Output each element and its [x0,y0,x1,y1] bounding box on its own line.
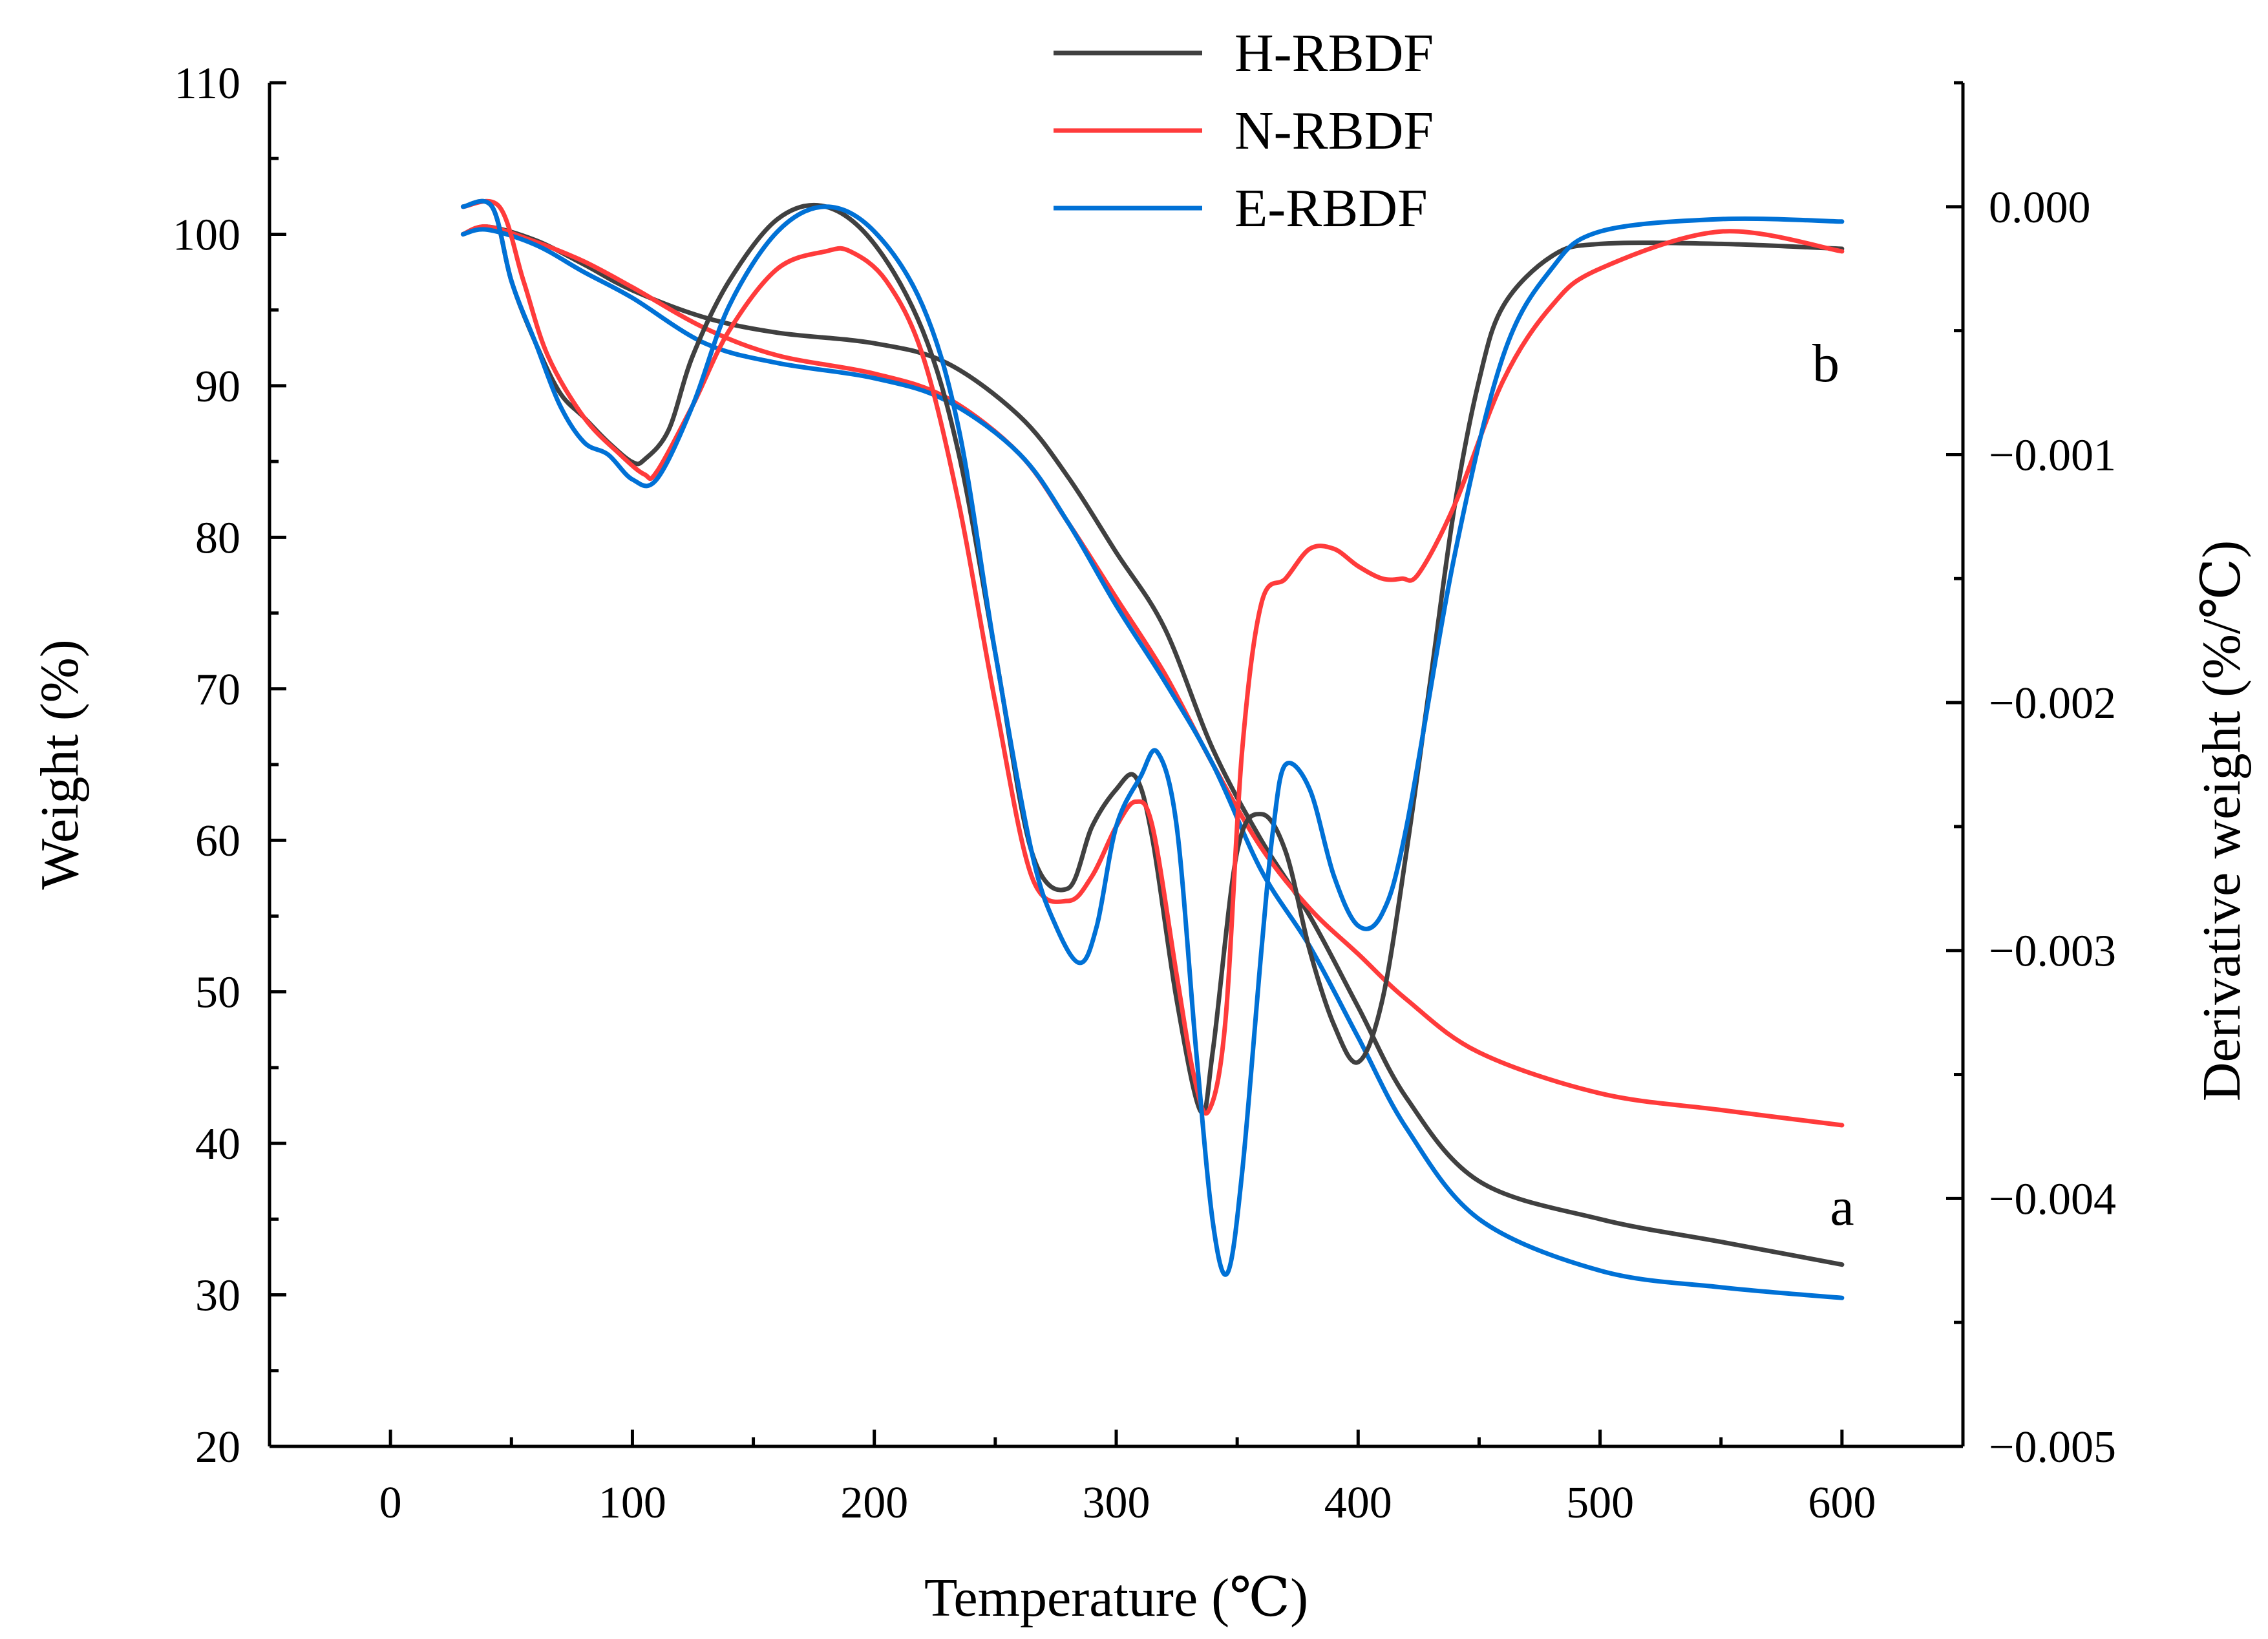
legend-label-e-rbdf: E-RBDF [1235,178,1428,238]
x-tick-label: 100 [599,1478,666,1528]
y-right-tick-label: −0.003 [1989,927,2116,977]
series-line-h-rbdf-tg [460,224,1845,1267]
y-left-tick-label: 60 [195,816,240,866]
legend: H-RBDF N-RBDF E-RBDF [1054,23,1434,238]
y-right-tick-label: −0.002 [1989,679,2116,728]
x-tick-label: 300 [1083,1478,1150,1528]
x-tick-label: 200 [840,1478,908,1528]
x-tick-label: 0 [379,1478,402,1528]
series-line-e-rbdf-tg [460,227,1845,1300]
x-tick-label: 400 [1324,1478,1392,1528]
legend-label-h-rbdf: H-RBDF [1235,23,1434,83]
y-left-tick-label: 110 [175,59,240,109]
ticks-layer: 0 100 200 300 400 500 600 20 30 40 50 60 70 80 90 100 11… [173,59,2116,1528]
y-left-tick-label: 90 [195,362,240,412]
series-line-n-rbdf-tg [460,224,1845,1128]
y-left-tick-label: 20 [195,1422,240,1472]
legend-label-n-rbdf: N-RBDF [1235,101,1434,161]
y-right-tick-label: 0.000 [1989,183,2091,233]
y-right-tick-label: −0.004 [1989,1174,2116,1224]
y-left-tick-label: 40 [195,1119,240,1169]
annotation-b: b [1812,333,1839,394]
series-line-e-rbdf-dtg [460,198,1845,1277]
annotation-a: a [1830,1177,1854,1237]
curves-layer [460,198,1845,1300]
y-left-tick-label: 70 [195,665,240,715]
y-left-tick-label: 100 [173,210,240,260]
y-left-tick-label: 30 [195,1271,240,1321]
x-axis-title: Temperature (℃) [924,1568,1308,1628]
y-right-tick-label: −0.005 [1989,1422,2116,1472]
series-line-n-rbdf-dtg [460,198,1845,1116]
right-axis-title: Derivative weight (%/℃) [2192,540,2252,1101]
y-left-tick-label: 50 [195,968,240,1018]
x-tick-label: 500 [1566,1478,1634,1528]
left-axis-title: Weight (%) [30,639,90,889]
y-right-tick-label: −0.001 [1989,430,2116,480]
y-left-tick-label: 80 [195,513,240,563]
x-tick-label: 600 [1808,1478,1876,1528]
